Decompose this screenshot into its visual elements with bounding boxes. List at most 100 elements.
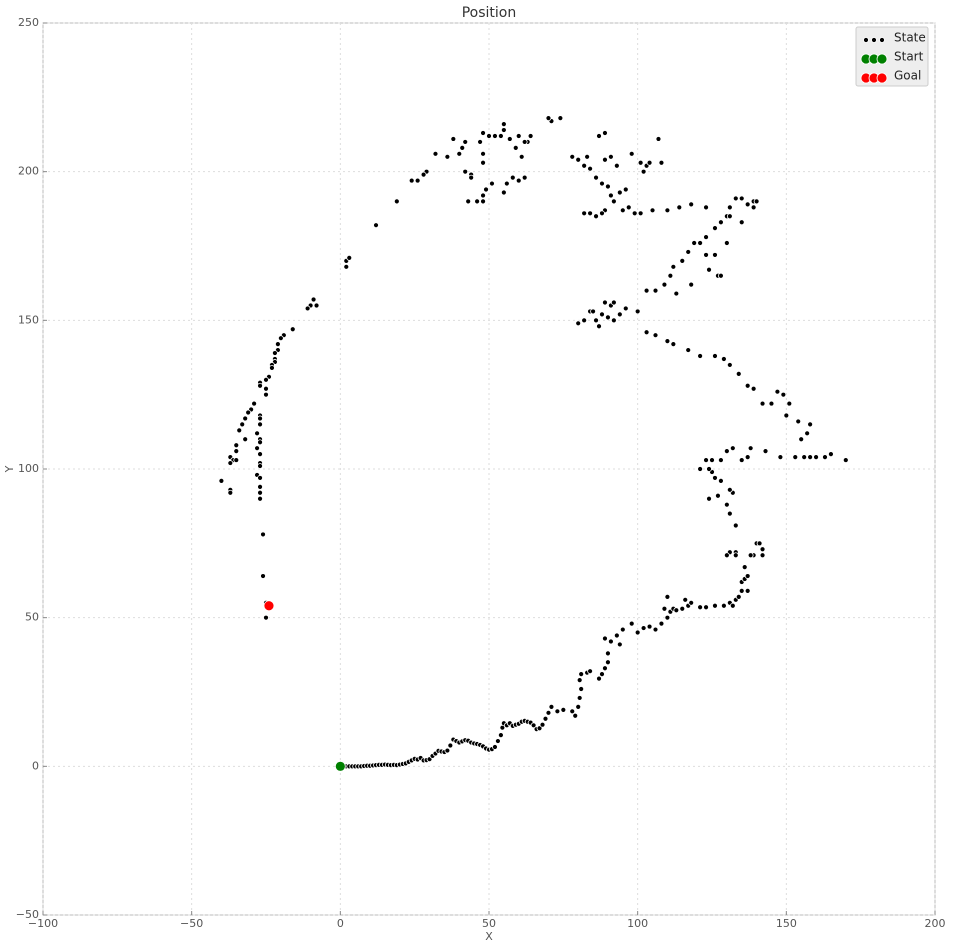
point	[497, 133, 504, 139]
point	[723, 448, 730, 455]
point	[712, 225, 718, 232]
point	[738, 195, 745, 202]
point	[610, 198, 617, 205]
point	[233, 457, 240, 463]
point	[744, 588, 751, 594]
point	[245, 409, 252, 416]
point	[726, 510, 733, 517]
point	[602, 156, 608, 163]
point	[492, 744, 498, 750]
legend-marker	[863, 37, 869, 43]
legend-marker	[876, 53, 888, 65]
x-tick-label: 150	[776, 917, 797, 930]
point	[664, 338, 671, 345]
point	[465, 198, 472, 205]
point	[527, 133, 534, 139]
point	[263, 385, 269, 392]
point	[747, 552, 754, 559]
point	[688, 201, 695, 208]
point	[732, 552, 739, 559]
point	[269, 365, 275, 371]
x-tick-label: 0	[337, 917, 344, 930]
point	[726, 213, 733, 220]
point	[506, 136, 513, 142]
point	[587, 668, 593, 675]
point	[587, 210, 593, 217]
point	[762, 448, 769, 455]
point	[227, 460, 234, 466]
point	[575, 703, 582, 710]
point	[602, 635, 608, 642]
point	[474, 198, 481, 205]
point	[759, 400, 766, 407]
point	[346, 254, 353, 261]
point	[569, 153, 576, 160]
y-tick-label: −50	[16, 908, 39, 921]
point	[414, 177, 421, 184]
point	[768, 400, 775, 407]
point	[500, 127, 507, 133]
x-tick-label: 50	[482, 917, 496, 930]
point	[723, 501, 730, 508]
point	[560, 706, 567, 713]
point	[310, 296, 317, 303]
point	[625, 204, 632, 211]
point	[608, 153, 614, 160]
point	[590, 308, 596, 315]
point	[759, 546, 766, 553]
point	[685, 347, 692, 353]
point	[572, 712, 579, 719]
point	[497, 732, 504, 739]
point	[622, 305, 629, 312]
point	[599, 671, 605, 678]
point	[735, 370, 742, 377]
point	[723, 240, 730, 246]
point	[257, 483, 263, 490]
point	[750, 204, 757, 211]
point	[602, 665, 608, 672]
point	[795, 418, 802, 425]
point	[254, 445, 260, 452]
point	[483, 186, 489, 193]
point	[334, 760, 346, 772]
point	[459, 144, 466, 151]
point	[548, 703, 555, 710]
point	[718, 477, 724, 484]
point	[576, 695, 583, 701]
point	[732, 195, 739, 202]
point	[500, 121, 507, 127]
legend-marker	[879, 37, 885, 43]
point	[613, 162, 620, 169]
point	[649, 207, 656, 214]
point	[420, 171, 427, 178]
point	[801, 454, 808, 461]
point	[462, 168, 469, 175]
point	[613, 632, 620, 639]
point	[602, 299, 608, 306]
point	[521, 139, 528, 145]
point	[602, 130, 608, 136]
point	[744, 382, 751, 389]
point	[581, 162, 588, 169]
point	[605, 659, 611, 666]
point	[480, 150, 486, 157]
point	[637, 210, 644, 217]
point	[729, 445, 736, 452]
point	[664, 207, 671, 214]
point	[646, 159, 653, 166]
point	[688, 599, 695, 606]
point	[738, 588, 745, 594]
point	[738, 457, 745, 463]
point	[798, 436, 805, 443]
legend-label: Start	[894, 50, 924, 64]
point	[738, 219, 745, 226]
point	[272, 350, 278, 356]
point	[605, 314, 611, 321]
point	[643, 287, 650, 294]
point	[257, 382, 263, 389]
point	[257, 451, 263, 458]
point	[581, 317, 588, 324]
point	[456, 150, 463, 157]
